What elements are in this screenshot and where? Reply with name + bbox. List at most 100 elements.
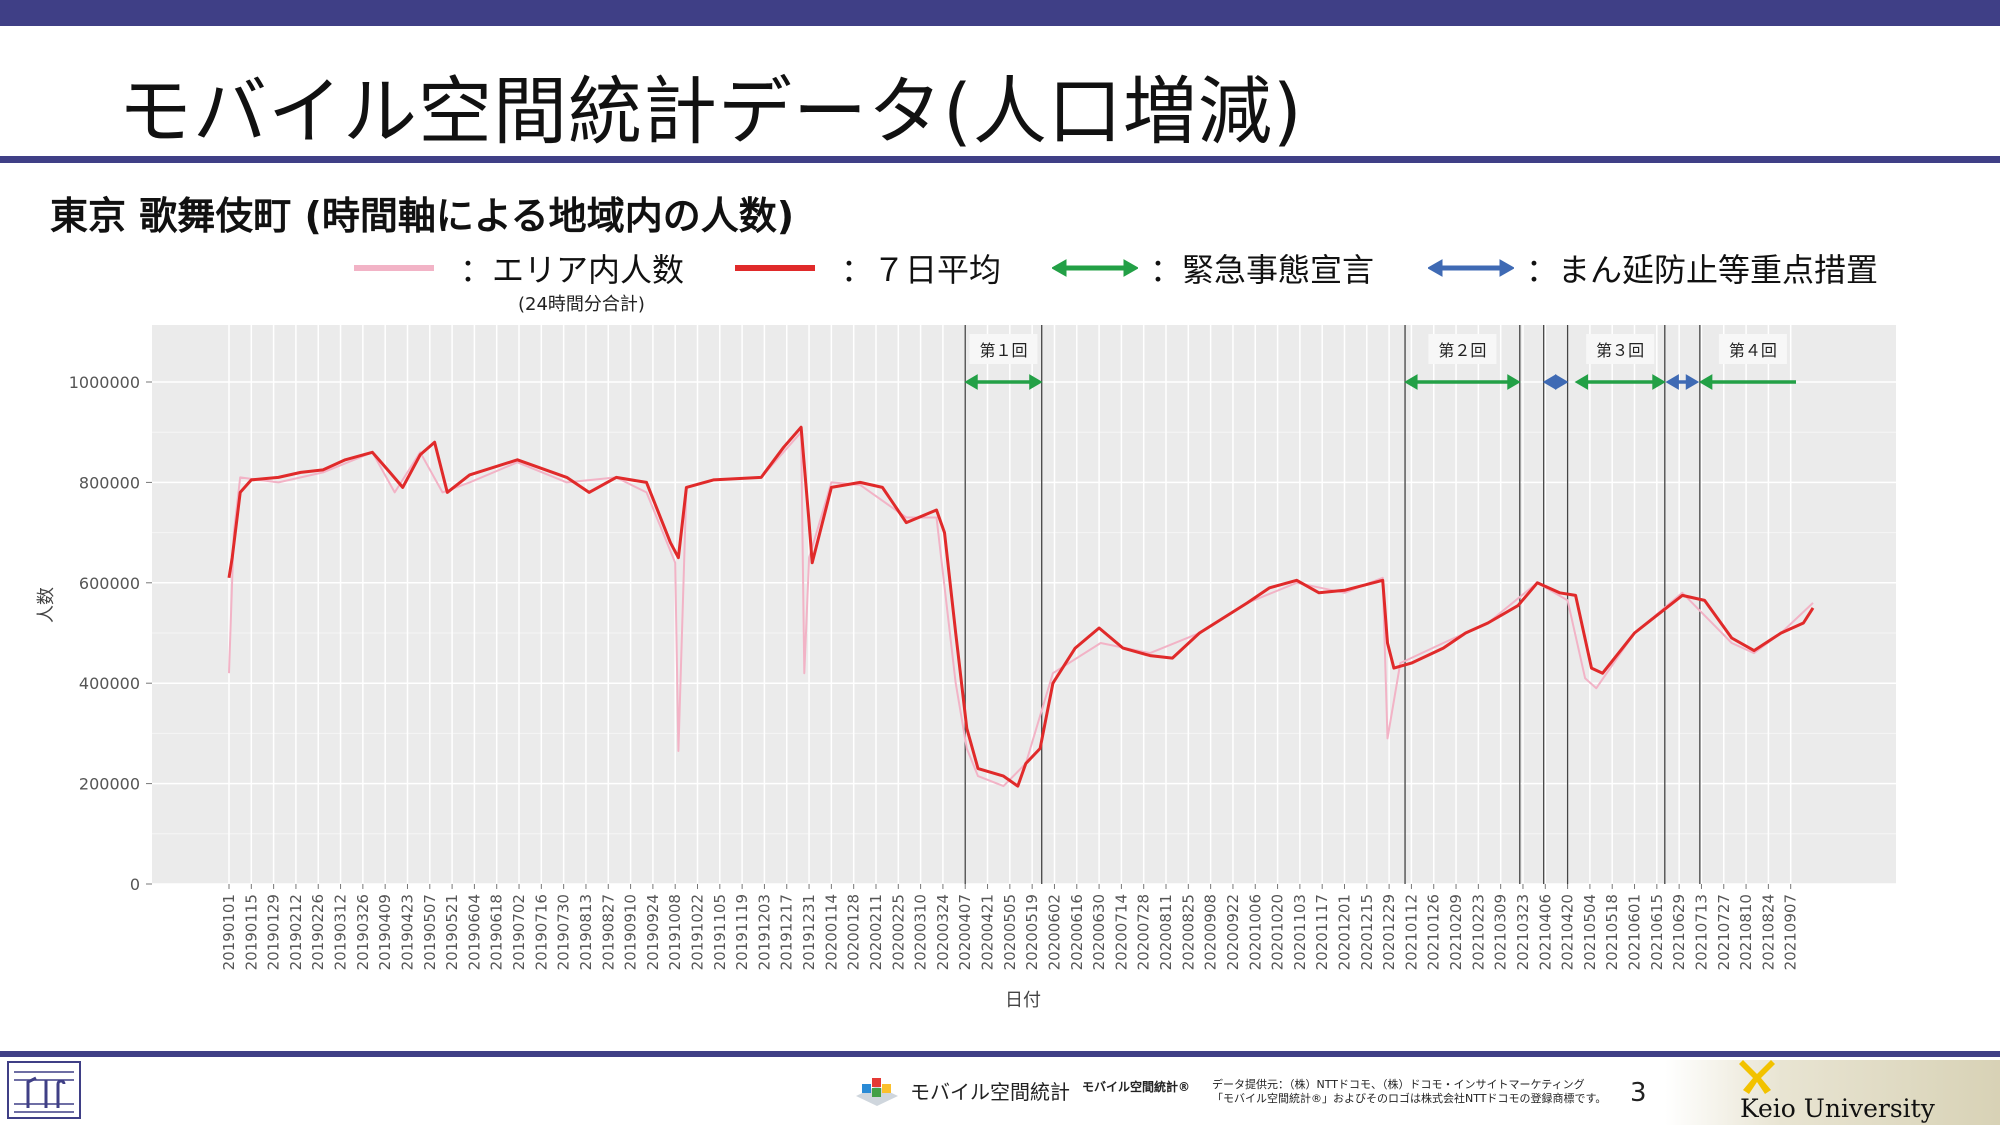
- x-tick-label-46: 20201006: [1246, 894, 1264, 970]
- credit-line-2: 「モバイル空間統計®」およびそのロゴは株式会社NTTドコモの登録商標です。: [1212, 1092, 1607, 1105]
- x-tick-label-58: 20210323: [1514, 894, 1532, 970]
- x-tick-label-3: 20190212: [287, 894, 305, 970]
- legend-note: (24時間分合計): [518, 294, 645, 315]
- x-tick-label-50: 20201201: [1335, 894, 1353, 970]
- period-label-box-5: [1718, 334, 1787, 364]
- period-label-box-0: [969, 334, 1038, 364]
- footer-rule: [0, 1051, 2000, 1057]
- y-tick-label-4: 800000: [79, 473, 140, 492]
- legend-area-count: ：エリア内人数: [352, 248, 685, 289]
- x-tick-label-27: 20200114: [822, 894, 840, 970]
- legend-emergency: ：緊急事態宣言: [1052, 248, 1374, 289]
- plot-background: [152, 325, 1896, 884]
- x-tick-label-6: 20190326: [354, 894, 372, 970]
- x-tick-label-63: 20210601: [1626, 894, 1644, 970]
- x-tick-label-67: 20210727: [1715, 894, 1733, 970]
- keio-pen-icon: [1739, 1060, 1775, 1094]
- x-tick-label-61: 20210504: [1581, 894, 1599, 970]
- x-tick-label-21: 20191022: [689, 894, 707, 970]
- y-tick-label-2: 400000: [79, 674, 140, 693]
- x-tick-label-23: 20191119: [733, 894, 751, 970]
- top-bar: [0, 0, 2000, 26]
- legend-swatch-arrow-3: [1428, 259, 1514, 277]
- y-tick-label-0: 0: [130, 875, 140, 894]
- brand-logo: モバイル空間統計: [852, 1072, 1070, 1108]
- period-label-3: 第３回: [1596, 341, 1644, 360]
- x-tick-label-49: 20201117: [1313, 894, 1331, 970]
- x-tick-label-38: 20200616: [1068, 894, 1086, 970]
- x-tick-label-47: 20201020: [1269, 894, 1287, 970]
- x-tick-label-12: 20190618: [488, 894, 506, 970]
- university-name: Keio University: [1740, 1094, 1935, 1123]
- x-tick-label-0: 20190101: [220, 894, 238, 970]
- period-arrow-2: [1542, 374, 1569, 390]
- x-tick-label-59: 20210406: [1536, 894, 1554, 970]
- x-tick-label-13: 20190702: [510, 894, 528, 970]
- page-number: 3: [1630, 1078, 1647, 1108]
- period-arrow-5: [1698, 374, 1796, 390]
- legend-manen-arrow: [1428, 259, 1514, 277]
- period-arrow-3: [1574, 374, 1666, 390]
- x-tick-label-2: 20190129: [265, 894, 283, 970]
- x-tick-label-33: 20200407: [956, 894, 974, 970]
- period-label-box-1: [1428, 334, 1497, 364]
- x-tick-label-31: 20200310: [912, 894, 930, 970]
- credit-line-1: データ提供元：（株）NTTドコモ、（株）ドコモ・インサイトマーケティング: [1212, 1078, 1585, 1091]
- x-tick-label-45: 20200922: [1224, 894, 1242, 970]
- x-tick-label-22: 20191105: [711, 894, 729, 970]
- x-tick-label-44: 20200908: [1202, 894, 1220, 970]
- x-tick-label-66: 20210713: [1692, 894, 1710, 970]
- title-rule: [0, 156, 2000, 163]
- x-tick-label-64: 20210615: [1648, 894, 1666, 970]
- x-tick-label-29: 20200211: [867, 894, 885, 970]
- x-tick-label-40: 20200714: [1112, 894, 1130, 970]
- x-tick-label-18: 20190910: [622, 894, 640, 970]
- x-tick-label-68: 20210810: [1737, 894, 1755, 970]
- legend-area-count-swatch: [354, 265, 434, 271]
- x-tick-label-15: 20190730: [555, 894, 573, 970]
- x-tick-label-35: 20200505: [1001, 894, 1019, 970]
- x-tick-label-20: 20191008: [666, 894, 684, 970]
- x-tick-label-52: 20201229: [1380, 894, 1398, 970]
- x-tick-label-34: 20200421: [979, 894, 997, 970]
- x-tick-label-26: 20191231: [800, 894, 818, 970]
- x-tick-label-62: 20210518: [1603, 894, 1621, 970]
- period-arrow-1: [1404, 374, 1521, 390]
- legend-label-0: ：エリア内人数: [460, 251, 685, 289]
- legend-7day-swatch: [735, 265, 815, 271]
- x-tick-label-54: 20210126: [1425, 894, 1443, 970]
- x-tick-label-25: 20191217: [778, 894, 796, 970]
- y-tick-label-3: 600000: [79, 574, 140, 593]
- x-tick-label-30: 20200225: [889, 894, 907, 970]
- x-tick-label-28: 20200128: [845, 894, 863, 970]
- institute-logo-icon: [7, 1061, 81, 1119]
- y-tick-label-5: 1000000: [69, 373, 140, 392]
- period-label-5: 第４回: [1729, 341, 1777, 360]
- x-tick-label-7: 20190409: [376, 894, 394, 970]
- x-tick-label-43: 20200825: [1179, 894, 1197, 970]
- x-tick-label-55: 20210209: [1447, 894, 1465, 970]
- x-tick-label-60: 20210420: [1559, 894, 1577, 970]
- period-arrow-4: [1665, 374, 1700, 390]
- legend-label-1: ：７日平均: [841, 251, 1002, 289]
- x-tick-label-65: 20210629: [1670, 894, 1688, 970]
- period-label-box-3: [1586, 334, 1655, 364]
- legend-label-3: ：まん延防止等重点措置: [1526, 251, 1879, 289]
- x-tick-label-70: 20210907: [1782, 894, 1800, 970]
- y-tick-label-1: 200000: [79, 775, 140, 794]
- slide-title: モバイル空間統計データ(人口増減): [118, 69, 1303, 155]
- period-arrow-0: [964, 374, 1043, 390]
- x-tick-label-11: 20190604: [465, 894, 483, 970]
- x-tick-label-8: 20190423: [398, 894, 416, 970]
- cube-logo-icon: [856, 1078, 898, 1106]
- data-credit: データ提供元：（株）NTTドコモ、（株）ドコモ・インサイトマーケティング 「モバ…: [1212, 1078, 1606, 1106]
- legend-swatch-arrow-2: [1052, 259, 1138, 277]
- legend-7day: ：７日平均: [733, 248, 1002, 289]
- x-tick-label-14: 20190716: [532, 894, 550, 970]
- x-tick-label-17: 20190827: [599, 894, 617, 970]
- keio-banner: Keio University: [1665, 1060, 2000, 1125]
- chart-subtitle: 東京 歌舞伎町 (時間軸による地域内の人数): [50, 194, 795, 238]
- x-tick-label-39: 20200630: [1090, 894, 1108, 970]
- x-tick-label-1: 20190115: [242, 894, 260, 970]
- x-tick-label-4: 20190226: [309, 894, 327, 970]
